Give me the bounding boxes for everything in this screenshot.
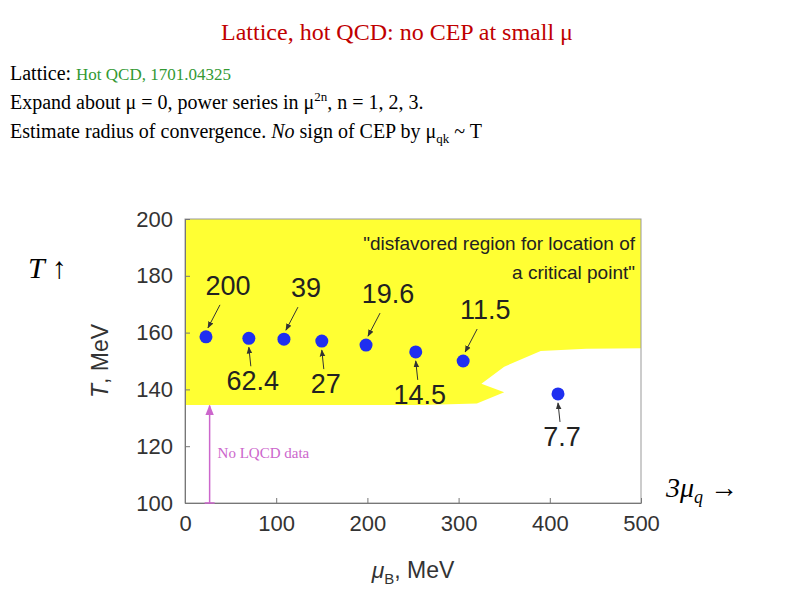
point-label: 19.6 <box>362 279 415 309</box>
text-span: Estimate radius of convergence. <box>10 120 271 143</box>
tick-label: 200 <box>350 511 387 536</box>
tick-mark <box>276 498 277 503</box>
point-label: 62.4 <box>227 366 280 396</box>
emphasis: No <box>270 120 294 142</box>
x-axis-title: μB, MeV <box>371 557 455 587</box>
point-label: 200 <box>205 271 250 301</box>
point-label: 7.7 <box>543 422 581 452</box>
tick-mark <box>185 333 190 334</box>
tick: 100 <box>258 498 295 536</box>
tick: 160 <box>136 320 190 345</box>
title: Lattice, hot QCD: no CEP at small μ <box>221 19 573 45</box>
point-label: 39 <box>291 273 321 303</box>
tick-label: 180 <box>136 263 173 288</box>
slide-canvas: Lattice, hot QCD: no CEP at small μ Latti… <box>0 0 794 595</box>
text-span: 3μ <box>665 472 694 503</box>
label-arrow <box>368 313 380 336</box>
subscript: qk <box>436 131 450 146</box>
text-span: → <box>703 472 738 503</box>
superscript: 2n <box>314 89 328 104</box>
point-label: 27 <box>311 369 341 399</box>
data-point <box>552 387 565 400</box>
data-point <box>457 355 470 368</box>
data-point <box>277 333 290 346</box>
no-data-tick <box>205 502 215 504</box>
text-span: sign of CEP by μ <box>295 120 437 143</box>
tick: 120 <box>136 434 190 459</box>
data-point <box>360 339 373 352</box>
label-arrow <box>558 403 560 422</box>
tick-mark <box>641 498 642 503</box>
tick: 500 <box>623 498 660 536</box>
label-arrow <box>465 329 477 352</box>
subscript: B <box>384 570 394 587</box>
tick: 140 <box>136 377 190 402</box>
label-arrow <box>249 347 251 366</box>
tick-label: 160 <box>136 320 173 345</box>
subscript: q <box>694 487 703 507</box>
tick: 100 <box>136 491 190 516</box>
tick-label: 120 <box>136 434 173 459</box>
reference: Hot QCD, 1701.04325 <box>76 65 231 84</box>
text-span: ~ T <box>449 120 482 142</box>
y-axis-line <box>185 220 186 504</box>
tick-mark <box>185 219 190 220</box>
side-label: T ↑ <box>28 251 67 284</box>
text-span: , MeV <box>394 557 455 583</box>
tick-label: 300 <box>441 511 478 536</box>
region-label: "disfavored region for location of <box>363 233 636 254</box>
tick-mark <box>550 498 551 503</box>
label-arrow <box>416 361 418 380</box>
tick-mark <box>185 389 190 390</box>
text-line: Expand about μ = 0, power series in μ2n,… <box>10 89 424 114</box>
text-line: Estimate radius of convergence. No sign … <box>10 120 482 146</box>
tick-mark <box>185 446 190 447</box>
region-label: a critical point" <box>512 262 635 283</box>
tick-label: 200 <box>136 207 173 232</box>
tick-mark <box>185 503 190 504</box>
point-label: 14.5 <box>393 380 446 410</box>
tick: 400 <box>532 498 569 536</box>
point-labels: 200 62.4 39 27 19.6 14.5 11.5 7.7 <box>205 271 580 452</box>
label-arrow <box>208 305 220 328</box>
tick-label: 100 <box>136 491 173 516</box>
no-data-label: No LQCD data <box>218 445 310 461</box>
no-data-arrow <box>209 406 211 503</box>
tick-label: 500 <box>623 511 660 536</box>
text-span: Lattice: <box>10 62 76 84</box>
tick: 200 <box>350 498 387 536</box>
text-span: , n = 1, 2, 3. <box>327 91 423 113</box>
tick-label: 400 <box>532 511 569 536</box>
point-label: 11.5 <box>460 295 511 325</box>
text-line: Lattice: Hot QCD, 1701.04325 <box>10 62 231 84</box>
text-span: μ <box>371 557 385 583</box>
side-label: 3μq → <box>665 472 738 507</box>
x-axis: 0 100 200 300 400 500 <box>179 498 659 536</box>
tick: 0 <box>179 498 191 536</box>
y-axis: 100 120 140 160 180 200 <box>136 207 190 516</box>
data-point <box>199 330 212 343</box>
tick-label: 100 <box>258 511 295 536</box>
disfavored-region <box>185 219 641 405</box>
tick: 180 <box>136 263 190 288</box>
tick-mark <box>185 276 190 277</box>
tick-mark <box>459 498 460 503</box>
plot-frame <box>185 219 641 503</box>
tick-label: 140 <box>136 377 173 402</box>
text-span: , MeV <box>87 323 113 384</box>
data-point <box>242 332 255 345</box>
plot-area <box>185 219 641 405</box>
tick-label: 0 <box>179 511 191 536</box>
data-point <box>409 345 422 358</box>
text-span: Expand about μ = 0, power series in μ <box>10 91 314 114</box>
points <box>199 330 564 400</box>
tick: 300 <box>441 498 478 536</box>
y-axis-title: T, MeV <box>87 323 113 398</box>
label-arrow <box>286 307 298 330</box>
label-arrow <box>322 350 324 369</box>
tick: 200 <box>136 207 190 232</box>
x-axis-line <box>186 503 642 504</box>
tick-mark <box>367 498 368 503</box>
data-point <box>315 335 328 348</box>
